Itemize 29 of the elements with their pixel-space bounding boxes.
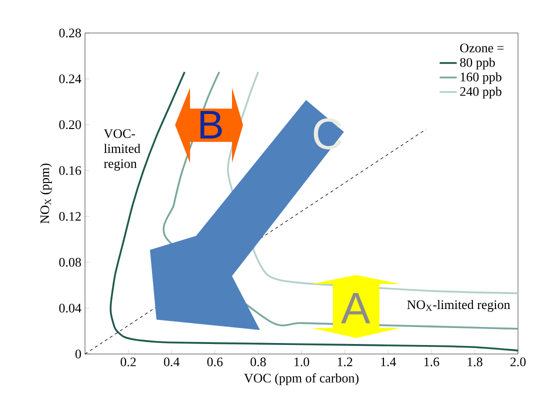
annotation: NO$_{X}$-limited region <box>407 300 510 312</box>
x-tick-label: 1.8 <box>468 358 482 366</box>
legend-label: 240 ppb <box>460 86 502 99</box>
y-tick-label: 0.28 <box>59 28 81 38</box>
x-tick-label: 1.2 <box>338 358 352 366</box>
annotation: VOC-limited region <box>104 129 140 171</box>
annotation: B <box>200 110 222 138</box>
y-tick-label: 0 <box>75 350 81 358</box>
y-tick-label: 0.12 <box>59 212 81 221</box>
y-tick-label: 0.20 <box>59 120 81 130</box>
legend-title: Ozone = <box>460 44 504 52</box>
x-tick-label: 1.0 <box>294 358 310 366</box>
y-tick-label: 0.08 <box>59 258 81 267</box>
x-tick-label: 0.2 <box>120 358 136 366</box>
y-axis-title: NO$_{X}$ (ppm) <box>40 164 52 224</box>
x-axis-title: VOC (ppm of carbon) <box>244 373 359 386</box>
y-tick-label: 0.16 <box>59 166 82 175</box>
x-tick-label: 1.4 <box>381 358 396 366</box>
x-tick-label: 0.4 <box>164 358 180 366</box>
x-tick-label: 2.0 <box>510 358 526 366</box>
legend-label: 160 ppb <box>460 72 502 84</box>
x-tick-label: 0.6 <box>207 358 223 366</box>
annotation: A <box>341 293 370 324</box>
x-tick-label: 1.6 <box>424 358 440 366</box>
y-tick-label: 0.04 <box>59 304 82 313</box>
annotation: C <box>314 118 342 150</box>
y-tick-label: 0.24 <box>59 74 82 84</box>
x-tick-label: 0.8 <box>250 358 266 366</box>
legend-label: 80 ppb <box>460 58 495 70</box>
